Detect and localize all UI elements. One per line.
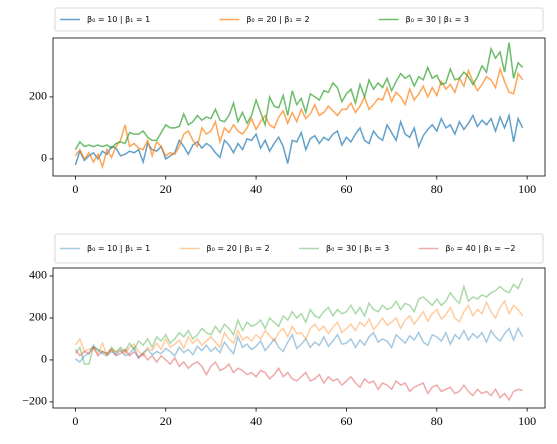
legend-frame	[54, 233, 544, 264]
x-tick-label: 20	[160, 182, 172, 196]
legend-label: β₀ = 10 | β₁ = 1	[87, 15, 150, 24]
series-line	[74, 326, 524, 364]
y-tick-label: 200	[29, 89, 47, 103]
x-tick-label: 40	[250, 182, 262, 196]
x-tick-label: 40	[250, 414, 262, 428]
legend-label: β₀ = 30 | β₁ = 3	[326, 244, 389, 253]
y-tick-label: 400	[29, 268, 47, 282]
x-tick-label: 100	[518, 182, 536, 196]
y-tick-label: 0	[41, 352, 47, 366]
x-tick-label: 0	[72, 414, 78, 428]
legend-label: β₀ = 10 | β₁ = 1	[87, 244, 150, 253]
legend-label: β₀ = 40 | β₁ = −2	[446, 244, 516, 253]
y-tick-label: −200	[22, 394, 47, 408]
legend-label: β₀ = 20 | β₁ = 2	[246, 15, 309, 24]
x-tick-label: 60	[340, 182, 352, 196]
x-tick-label: 80	[431, 182, 443, 196]
series-line	[74, 345, 523, 402]
axes-frame	[52, 267, 546, 409]
y-tick-label: 0	[41, 151, 47, 165]
series-line	[74, 42, 524, 151]
series-line	[74, 277, 524, 365]
legend-label: β₀ = 20 | β₁ = 2	[207, 244, 270, 253]
x-tick-label: 20	[160, 414, 172, 428]
legend-frame	[54, 7, 544, 32]
series-line	[74, 112, 524, 166]
x-tick-label: 0	[72, 182, 78, 196]
y-tick-label: 200	[29, 310, 47, 324]
x-tick-label: 100	[518, 414, 536, 428]
x-tick-label: 60	[340, 414, 352, 428]
legend-label: β₀ = 30 | β₁ = 3	[406, 15, 469, 24]
series-line	[74, 299, 524, 358]
x-tick-label: 80	[431, 414, 443, 428]
axes-frame	[52, 37, 546, 177]
series-line	[74, 66, 524, 170]
